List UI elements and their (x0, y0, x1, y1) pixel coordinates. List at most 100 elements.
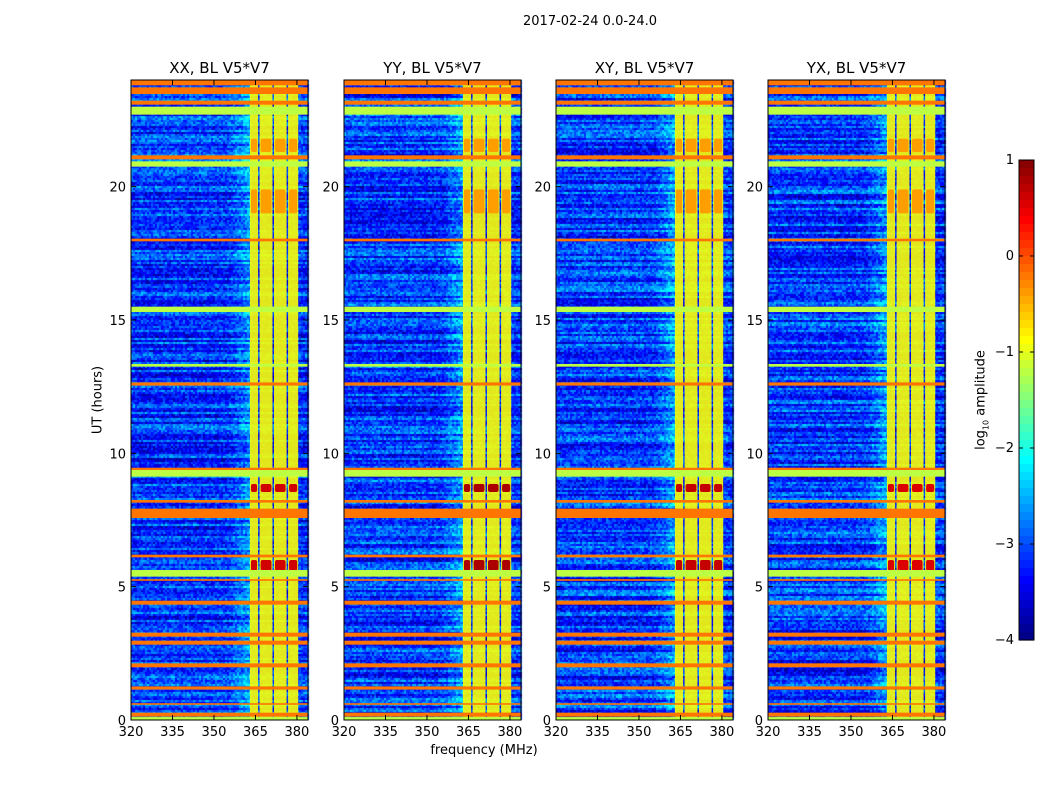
axes-frame (130, 79, 309, 721)
rfi-row (131, 364, 308, 367)
rfi-row (768, 155, 945, 160)
rfi-row (556, 87, 733, 94)
hot-block (274, 138, 286, 152)
colorbar-segment (1019, 208, 1034, 217)
colorbar-segment (1019, 368, 1034, 377)
hot-block (260, 138, 272, 152)
rfi-row (768, 600, 945, 605)
hot-block (502, 189, 511, 214)
hot-block (502, 138, 511, 152)
rfi-row (131, 717, 308, 721)
colorbar-label: log10 amplitude (974, 350, 991, 450)
colorbar-segment (1019, 408, 1034, 417)
rfi-row (556, 686, 733, 690)
hot-block (473, 560, 485, 571)
hot-block (675, 189, 683, 214)
hot-block (502, 560, 511, 571)
hot-block (274, 560, 286, 571)
band-column (288, 80, 299, 720)
hot-block (887, 484, 895, 492)
hot-block (274, 189, 286, 214)
colorbar-segment (1019, 632, 1034, 641)
colorbar-segment (1019, 592, 1034, 601)
rfi-row (131, 508, 308, 518)
colorbar-segment (1019, 392, 1034, 401)
colorbar-segment (1019, 344, 1034, 353)
rfi-row (131, 703, 308, 705)
rfi-row (768, 306, 945, 312)
rfi-row (344, 579, 521, 581)
rfi-row (344, 87, 521, 94)
band-column (486, 80, 500, 720)
rfi-row (344, 306, 521, 312)
hot-block (473, 484, 485, 492)
hot-block (699, 484, 711, 492)
colorbar-segment (1019, 248, 1034, 257)
colorbar-segment (1019, 504, 1034, 513)
x-tick-label: 320 (756, 725, 781, 740)
y-tick-label: 0 (543, 714, 551, 729)
rfi-row (131, 80, 308, 86)
rfi-row (556, 640, 733, 645)
rfi-row (556, 663, 733, 668)
colorbar-segment (1019, 360, 1034, 369)
rfi-row (768, 632, 945, 637)
hot-block (699, 189, 711, 214)
colorbar-segment (1019, 192, 1034, 201)
y-tick-label: 15 (746, 314, 763, 329)
y-tick-label: 20 (746, 181, 763, 196)
y-tick-label: 10 (746, 447, 763, 462)
rfi-row (556, 600, 733, 605)
x-tick-label: 350 (627, 725, 652, 740)
hot-block (463, 138, 471, 152)
rfi-row (556, 570, 733, 577)
hot-block (714, 189, 723, 214)
rfi-row (556, 80, 733, 86)
x-tick-label: 320 (332, 725, 357, 740)
colorbar-segment (1019, 280, 1034, 289)
axes-frame (767, 79, 946, 721)
hot-block (911, 138, 923, 152)
colorbar-segment (1019, 224, 1034, 233)
hot-block (911, 484, 923, 492)
axes-frame (343, 79, 522, 721)
colorbar-tick-label: 1 (1006, 153, 1014, 168)
rfi-row (344, 600, 521, 605)
hot-block (250, 138, 258, 152)
rfi-row (131, 632, 308, 637)
colorbar-segment (1019, 336, 1034, 345)
rfi-row (768, 238, 945, 242)
colorbar-segment (1019, 512, 1034, 521)
colorbar-segment (1019, 520, 1034, 529)
hot-block (675, 484, 683, 492)
hot-block (685, 138, 697, 152)
rfi-row (344, 470, 521, 477)
colorbar-frame (1018, 159, 1035, 641)
y-tick-label: 0 (331, 714, 339, 729)
hot-block (926, 560, 935, 571)
hot-block (487, 560, 499, 571)
hot-block (274, 484, 286, 492)
y-tick-label: 0 (755, 714, 763, 729)
rfi-row (556, 703, 733, 705)
hot-block (502, 484, 511, 492)
y-tick-label: 15 (534, 314, 551, 329)
colorbar-segment (1019, 296, 1034, 305)
colorbar-segment (1019, 184, 1034, 193)
x-tick-label: 335 (373, 725, 398, 740)
colorbar-segment (1019, 544, 1034, 553)
rfi-row (344, 717, 521, 721)
band-column (472, 80, 486, 720)
colorbar-tick-label: 0 (1006, 249, 1014, 264)
rfi-row (131, 161, 308, 167)
rfi-row (768, 579, 945, 581)
rfi-row (556, 382, 733, 386)
rfi-row (768, 703, 945, 705)
colorbar-segment (1019, 480, 1034, 489)
colorbar-segment (1019, 472, 1034, 481)
hot-block (685, 560, 697, 571)
x-tick-label: 380 (710, 725, 735, 740)
rfi-row (768, 161, 945, 167)
panel-title: XY, BL V5*V7 (595, 59, 695, 77)
